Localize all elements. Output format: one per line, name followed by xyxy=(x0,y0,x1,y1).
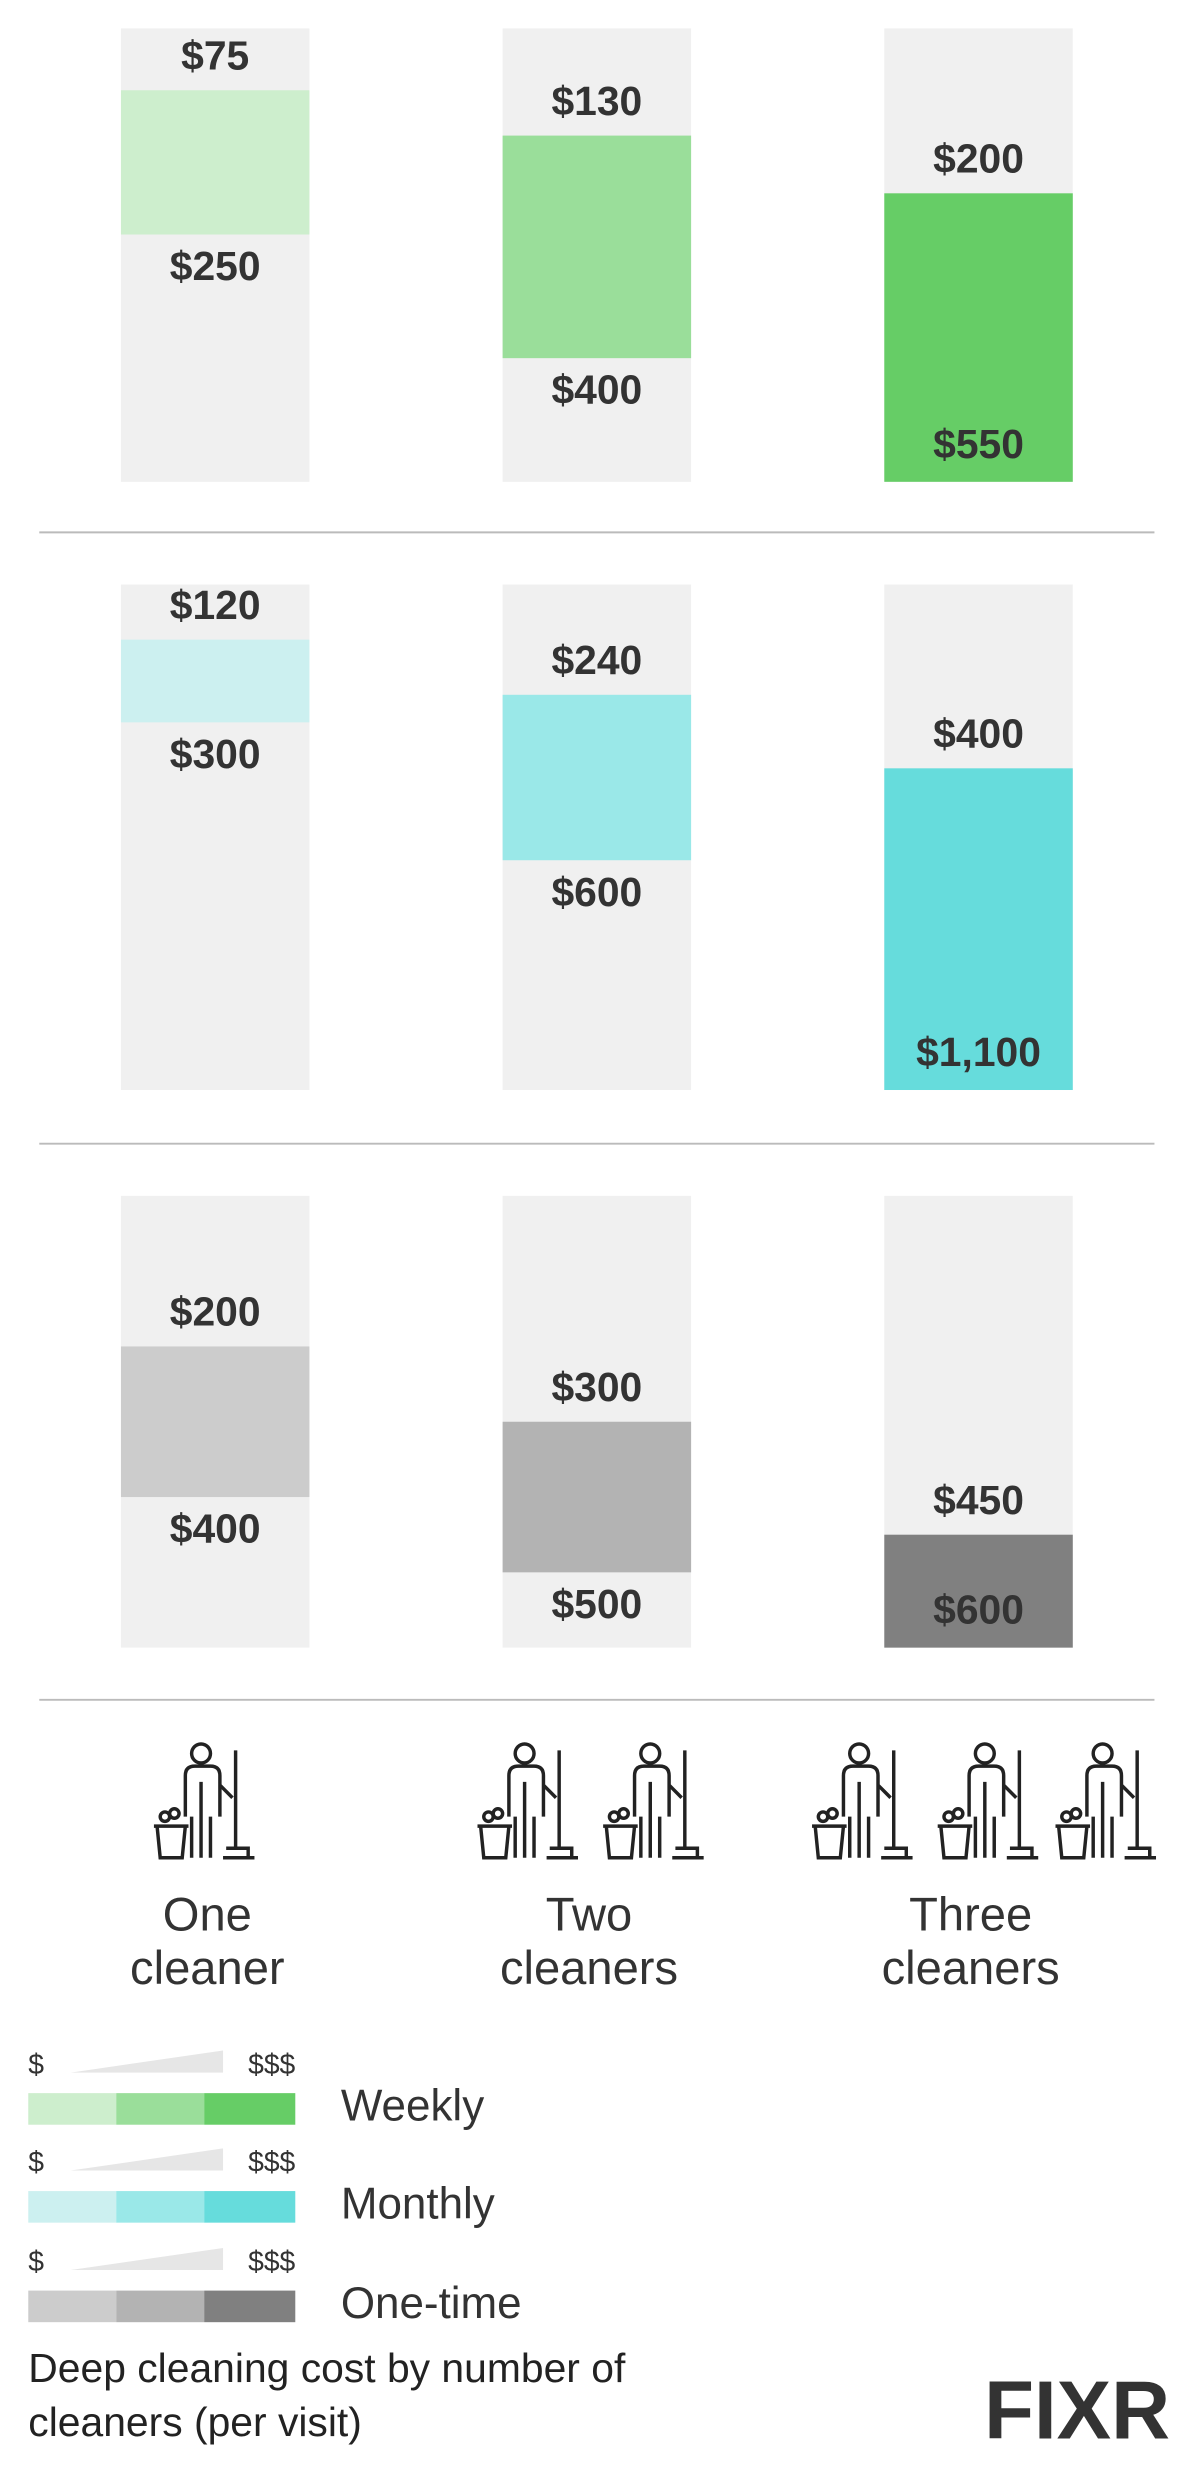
low-value-label: $450 xyxy=(933,1477,1024,1523)
legend-low-label: $ xyxy=(28,2049,44,2081)
legend-swatch xyxy=(28,2093,117,2125)
range-bar xyxy=(120,1346,310,1498)
cleaner-icon xyxy=(152,1742,257,1860)
legend-label: Weekly xyxy=(341,2082,484,2131)
legend-swatch xyxy=(204,2191,296,2223)
cleaner-icon xyxy=(1053,1742,1158,1860)
high-value-label: $250 xyxy=(170,243,261,289)
low-value-label: $240 xyxy=(551,637,642,683)
legend-swatch xyxy=(28,2191,117,2223)
low-value-label: $200 xyxy=(170,1289,261,1335)
high-value-label: $500 xyxy=(551,1581,642,1627)
category-label: Three cleaners xyxy=(881,1889,1060,1996)
legend-low-label: $ xyxy=(28,2147,44,2179)
low-value-label: $130 xyxy=(551,78,642,124)
high-value-label: $300 xyxy=(170,731,261,777)
legend-wedge xyxy=(70,2247,224,2271)
low-value-label: $400 xyxy=(933,710,1024,756)
legend-swatch xyxy=(204,2290,296,2323)
range-bar xyxy=(502,1421,692,1573)
cleaner-icon xyxy=(810,1742,915,1860)
brand-logo: FIXR xyxy=(984,2365,1170,2456)
range-bar xyxy=(502,135,692,359)
category-box: Two cleaners xyxy=(499,1889,679,1996)
legend-wedge xyxy=(70,2148,224,2171)
legend-high-label: $$$ xyxy=(248,2147,295,2179)
range-bar xyxy=(120,639,310,723)
legend-label: One-time xyxy=(341,2279,522,2328)
high-value-label: $400 xyxy=(170,1506,261,1552)
category-box: One cleaner xyxy=(130,1889,285,1996)
title-box: Deep cleaning cost by number of cleaners… xyxy=(28,2344,626,2446)
cleaner-icon xyxy=(475,1742,580,1860)
legend-swatch xyxy=(116,2191,205,2223)
category-box: Three cleaners xyxy=(881,1889,1060,1996)
legend-label: Monthly xyxy=(341,2179,495,2228)
legend-swatch xyxy=(116,2290,205,2323)
high-value-label: $600 xyxy=(933,1587,1024,1633)
high-value-label: $400 xyxy=(551,367,642,413)
legend-swatch xyxy=(28,2290,117,2323)
cleaner-icon xyxy=(935,1742,1040,1860)
legend-swatch xyxy=(116,2093,205,2125)
legend-wedge xyxy=(70,2050,224,2073)
low-value-label: $300 xyxy=(551,1364,642,1410)
legend-high-label: $$$ xyxy=(248,2049,295,2081)
category-label: Two cleaners xyxy=(499,1889,679,1996)
low-value-label: $120 xyxy=(170,582,261,628)
range-bar xyxy=(502,694,692,861)
cleaner-icon xyxy=(601,1742,706,1860)
high-value-label: $600 xyxy=(551,869,642,915)
category-label: One cleaner xyxy=(130,1889,285,1996)
range-bar xyxy=(120,90,310,235)
legend-high-label: $$$ xyxy=(248,2246,295,2278)
low-value-label: $200 xyxy=(933,135,1024,181)
legend-low-label: $ xyxy=(28,2246,44,2278)
legend-swatch xyxy=(204,2093,296,2125)
range-bar xyxy=(884,193,1073,482)
chart-title: Deep cleaning cost by number of cleaners… xyxy=(28,2344,626,2446)
range-bar xyxy=(884,768,1073,1091)
high-value-label: $550 xyxy=(933,421,1024,467)
low-value-label: $75 xyxy=(181,32,249,78)
high-value-label: $1,100 xyxy=(916,1029,1041,1075)
range-bar xyxy=(884,1534,1073,1648)
